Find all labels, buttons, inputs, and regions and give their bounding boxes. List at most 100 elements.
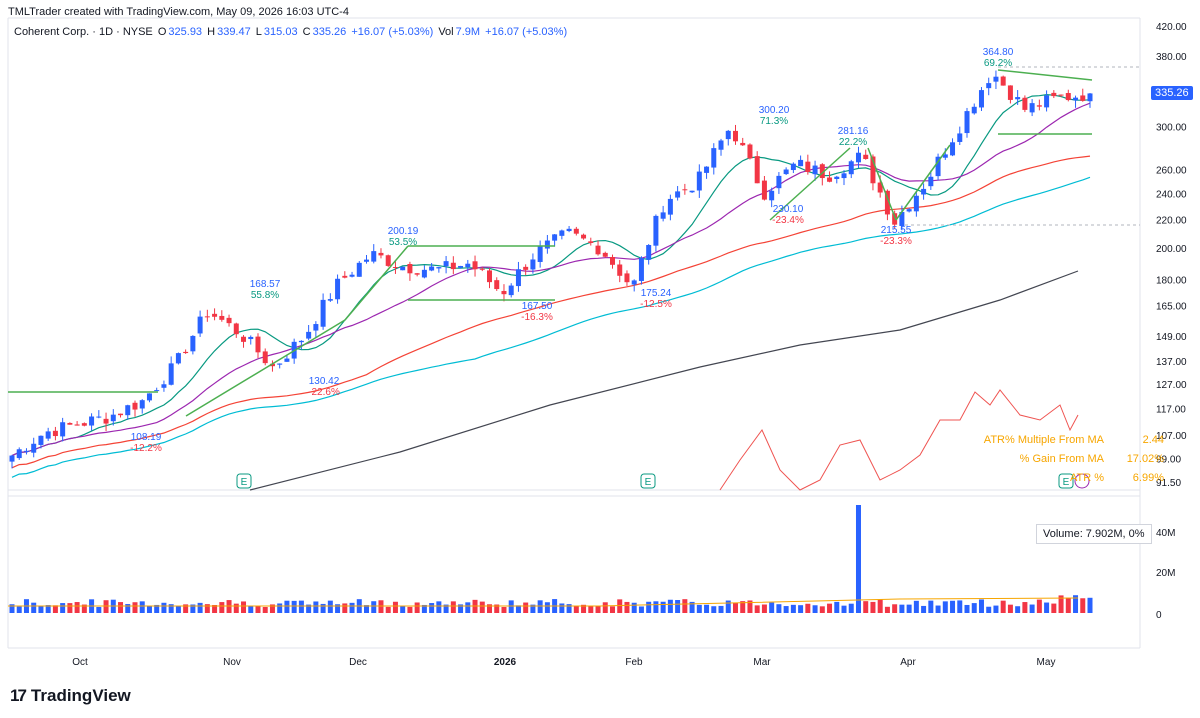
candle-body xyxy=(834,176,840,180)
candle-body xyxy=(870,156,876,184)
candle-body xyxy=(392,267,398,269)
trend-line xyxy=(185,319,346,417)
volume-bar xyxy=(855,505,861,613)
candle-body xyxy=(631,280,637,285)
pivot-percent-label: 69.2% xyxy=(984,58,1012,69)
candle-body xyxy=(67,422,73,425)
volume-bar xyxy=(479,601,485,613)
candle-body xyxy=(487,270,493,283)
volume-bar xyxy=(52,605,58,613)
candle-body xyxy=(74,424,80,426)
high-label: H xyxy=(207,26,216,38)
candle-body xyxy=(212,313,218,317)
volume-bar xyxy=(1036,599,1042,613)
candle-body xyxy=(624,273,630,283)
y-tick-label: 99.00 xyxy=(1156,454,1181,465)
volume-bar xyxy=(935,605,941,613)
volume-bar xyxy=(711,606,717,613)
candle-body xyxy=(175,353,181,364)
candle-body xyxy=(964,111,970,134)
candle-body xyxy=(450,262,456,270)
trend-line xyxy=(895,144,951,221)
volume-bar xyxy=(530,604,536,613)
pivot-price-label: 364.80 xyxy=(983,47,1014,58)
candle-body xyxy=(942,154,948,158)
candle-body xyxy=(356,262,362,277)
y-tick-label: 420.00 xyxy=(1156,22,1187,33)
candle-body xyxy=(559,230,565,236)
candle-body xyxy=(950,142,956,156)
volume-bar xyxy=(421,604,427,613)
volume-bar xyxy=(161,602,167,613)
x-tick-label: Dec xyxy=(349,657,367,668)
ema10-line xyxy=(11,93,1091,457)
volume-bar xyxy=(877,599,883,613)
volume-label: Vol xyxy=(438,26,454,38)
volume-bar xyxy=(465,602,471,613)
volume-bar xyxy=(1051,603,1057,613)
volume-bar xyxy=(928,600,934,613)
earnings-label: E xyxy=(645,477,652,488)
candle-body xyxy=(349,274,355,277)
volume-bar xyxy=(327,600,333,613)
volume-bar xyxy=(429,603,435,613)
pivot-percent-label: -12.2% xyxy=(130,443,162,454)
pivot-price-label: 130.42 xyxy=(309,376,340,387)
candle-body xyxy=(812,165,818,175)
y-tick-label: 91.50 xyxy=(1156,478,1181,489)
candle-body xyxy=(552,234,558,241)
volume-bar xyxy=(899,604,905,613)
candle-body xyxy=(284,358,290,362)
candle-body xyxy=(168,363,174,385)
volume-bar xyxy=(906,604,912,613)
y-tick-label: 380.00 xyxy=(1156,52,1187,63)
volume-bar xyxy=(689,601,695,613)
candle-body xyxy=(783,169,789,175)
volume-bar xyxy=(291,600,297,613)
atr-oscillator-line xyxy=(719,389,1079,491)
candle-body xyxy=(233,323,239,335)
candle-body xyxy=(971,106,977,114)
candle-body xyxy=(342,275,348,278)
candle-body xyxy=(1000,76,1006,86)
volume-bar xyxy=(523,602,529,613)
candle-body xyxy=(407,264,413,274)
volume-bar xyxy=(392,601,398,613)
candle-body xyxy=(544,240,550,249)
candle-body xyxy=(921,188,927,195)
pivot-price-label: 230.10 xyxy=(773,204,804,215)
volume-bar xyxy=(16,606,22,613)
candle-body xyxy=(320,299,326,327)
volume-bar xyxy=(139,601,145,613)
volume-bar xyxy=(168,604,174,613)
volume-bar xyxy=(277,603,283,613)
volume-bar xyxy=(595,606,601,613)
volume-bar xyxy=(950,600,956,613)
candle-body xyxy=(52,430,58,437)
pivot-price-label: 167.50 xyxy=(522,301,553,312)
volume-bar xyxy=(349,602,355,613)
volume-bar xyxy=(255,606,261,613)
open-value: 325.93 xyxy=(168,26,203,38)
volume-bar xyxy=(81,604,87,613)
candle-body xyxy=(226,317,232,324)
volume-bar xyxy=(805,603,811,613)
y-tick-label: 107.00 xyxy=(1156,431,1187,442)
tradingview-footer[interactable]: 17 TradingView xyxy=(10,686,131,706)
volume-bar xyxy=(537,600,543,613)
close-label: C xyxy=(302,26,311,38)
candle-body xyxy=(595,245,601,255)
volume-bar xyxy=(841,605,847,613)
candle-body xyxy=(371,251,377,262)
volume-bar xyxy=(458,604,464,613)
trend-line xyxy=(769,147,851,221)
volume-bar xyxy=(508,600,514,613)
pivot-percent-label: -23.3% xyxy=(880,236,912,247)
volume-bar xyxy=(609,606,615,613)
volume-bar xyxy=(1000,600,1006,613)
volume-bar xyxy=(566,604,572,613)
volume-bar xyxy=(638,606,644,613)
candle-body xyxy=(660,212,666,219)
trend-line xyxy=(997,69,1093,81)
